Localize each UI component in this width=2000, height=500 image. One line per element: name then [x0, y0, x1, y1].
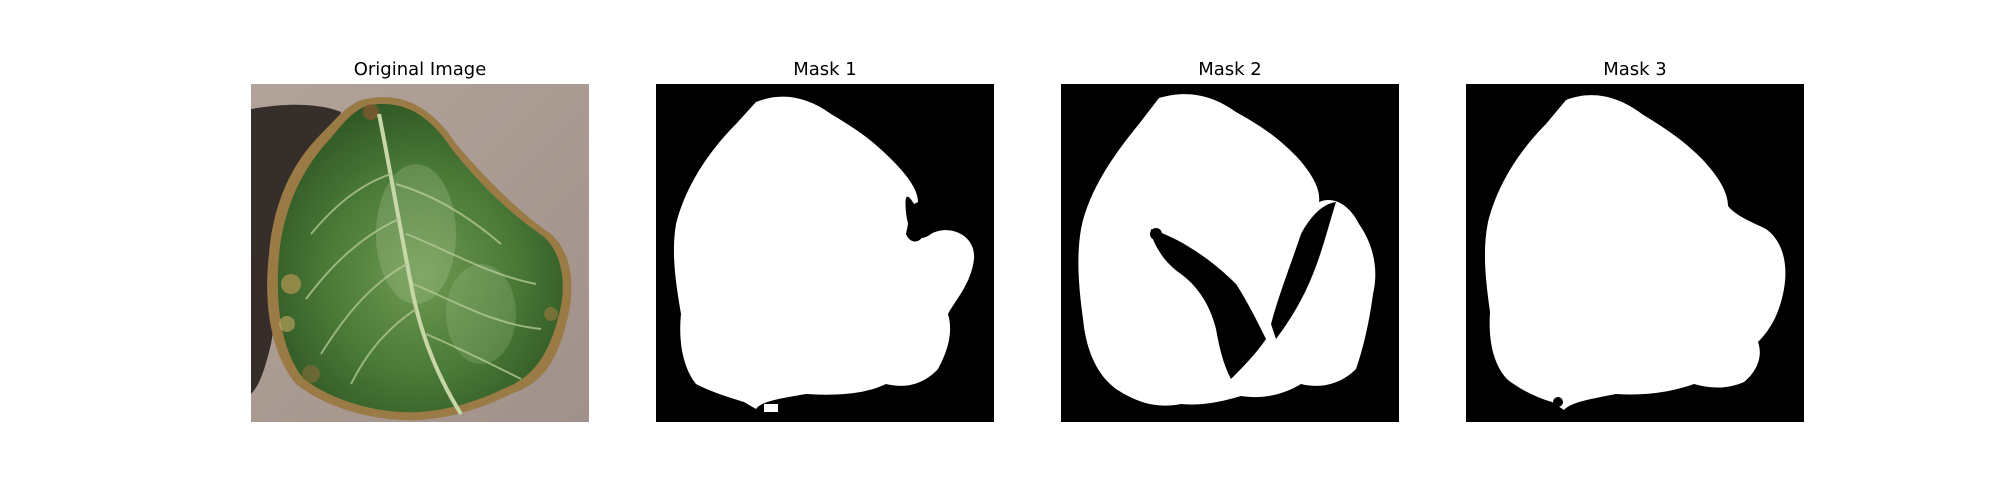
- mask-3-panel: Mask 3: [1466, 56, 1804, 422]
- panel-title: Mask 1: [793, 59, 857, 80]
- mask-1-image: [656, 84, 994, 422]
- panel-title: Mask 2: [1198, 59, 1262, 80]
- original-image-panel: Original Image: [251, 56, 589, 422]
- mask-2-panel: Mask 2: [1061, 56, 1399, 422]
- mask-1-panel: Mask 1: [656, 56, 994, 422]
- panel-title: Original Image: [353, 59, 487, 80]
- mask-2-image: [1061, 84, 1399, 422]
- original-leaf-image: [251, 84, 589, 422]
- mask-3-image: [1466, 84, 1804, 422]
- panel-title: Mask 3: [1603, 59, 1667, 80]
